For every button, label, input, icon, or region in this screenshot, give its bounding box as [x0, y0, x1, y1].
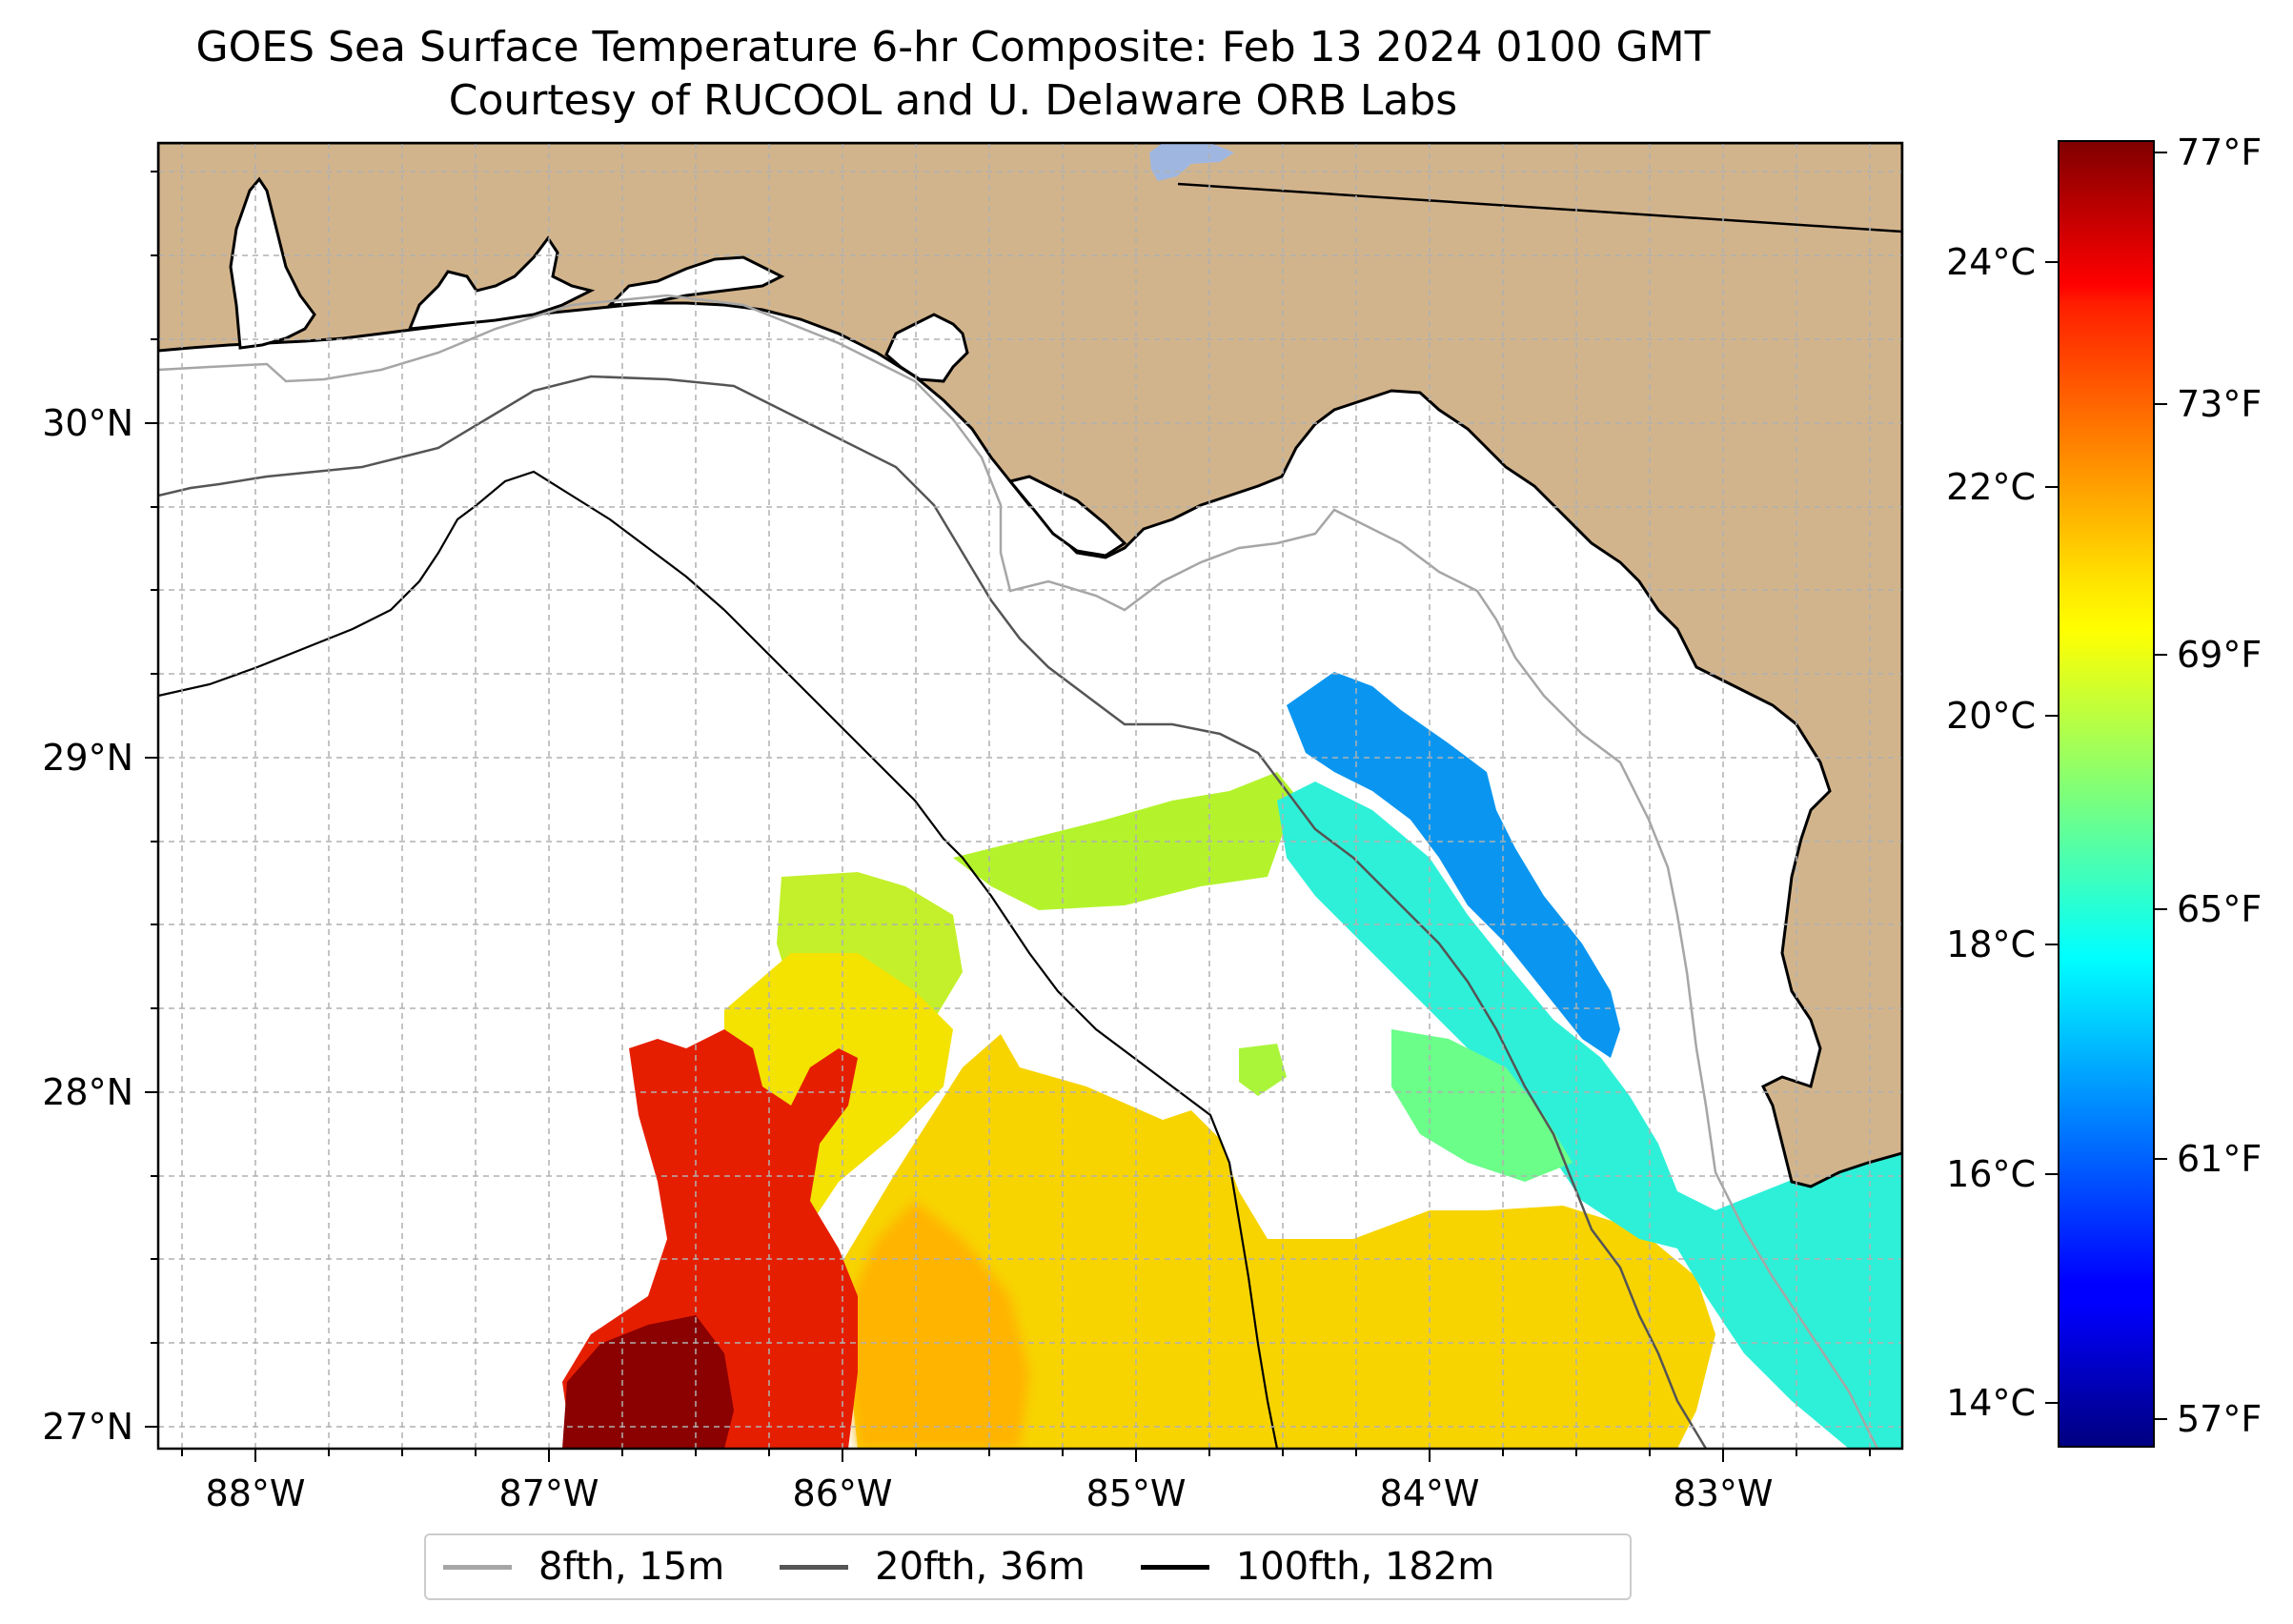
fahrenheit-label: 73°F	[2177, 383, 2262, 425]
legend-label: 20fth, 36m	[875, 1545, 1086, 1589]
celsius-label: 16°C	[1946, 1153, 2036, 1195]
lon-tick-label: 85°W	[1086, 1472, 1187, 1514]
lat-tick-label: 30°N	[42, 402, 133, 444]
lon-tick-labels: 88°W 87°W 86°W 85°W 84°W 83°W	[206, 1472, 1774, 1514]
colorbar	[2059, 141, 2154, 1447]
map-area	[158, 143, 1902, 1449]
legend-label: 8fth, 15m	[538, 1545, 724, 1589]
lon-ticks	[182, 1449, 1870, 1462]
colorbar-fahrenheit-ticks	[2154, 152, 2167, 1419]
celsius-label: 22°C	[1946, 466, 2036, 508]
colorbar-celsius-ticks	[2045, 262, 2059, 1403]
lat-ticks	[145, 172, 158, 1427]
fahrenheit-label: 57°F	[2177, 1398, 2262, 1440]
fahrenheit-label: 61°F	[2177, 1138, 2262, 1180]
legend-item-8fth: 8fth, 15m	[443, 1545, 724, 1589]
legend-label: 100fth, 182m	[1236, 1545, 1495, 1589]
legend-swatch-100fth	[1141, 1565, 1209, 1570]
legend-swatch-8fth	[443, 1565, 512, 1570]
celsius-label: 14°C	[1946, 1382, 2036, 1424]
lat-tick-label: 27°N	[42, 1406, 133, 1448]
lat-tick-label: 29°N	[42, 737, 133, 779]
lon-tick-label: 87°W	[499, 1472, 599, 1514]
colorbar-celsius-labels: 14°C 16°C 18°C 20°C 22°C 24°C	[1946, 241, 2036, 1424]
map-figure: 88°W 87°W 86°W 85°W 84°W 83°W 27°N 28°N …	[0, 0, 2293, 1624]
celsius-label: 24°C	[1946, 241, 2036, 283]
celsius-label: 18°C	[1946, 924, 2036, 965]
fahrenheit-label: 65°F	[2177, 888, 2262, 930]
celsius-label: 20°C	[1946, 695, 2036, 737]
fahrenheit-label: 77°F	[2177, 132, 2262, 173]
lon-tick-label: 84°W	[1380, 1472, 1480, 1514]
isobath-legend: 8fth, 15m 20fth, 36m 100fth, 182m	[424, 1533, 1632, 1600]
lon-tick-label: 86°W	[793, 1472, 893, 1514]
legend-item-100fth: 100fth, 182m	[1141, 1545, 1495, 1589]
lon-tick-label: 88°W	[206, 1472, 306, 1514]
lon-tick-label: 83°W	[1674, 1472, 1774, 1514]
legend-swatch-20fth	[780, 1565, 848, 1570]
colorbar-fahrenheit-labels: 57°F 61°F 65°F 69°F 73°F 77°F	[2177, 132, 2262, 1440]
lat-tick-label: 28°N	[42, 1071, 133, 1113]
lat-tick-labels: 27°N 28°N 29°N 30°N	[42, 402, 133, 1448]
legend-item-20fth: 20fth, 36m	[780, 1545, 1086, 1589]
fahrenheit-label: 69°F	[2177, 634, 2262, 676]
